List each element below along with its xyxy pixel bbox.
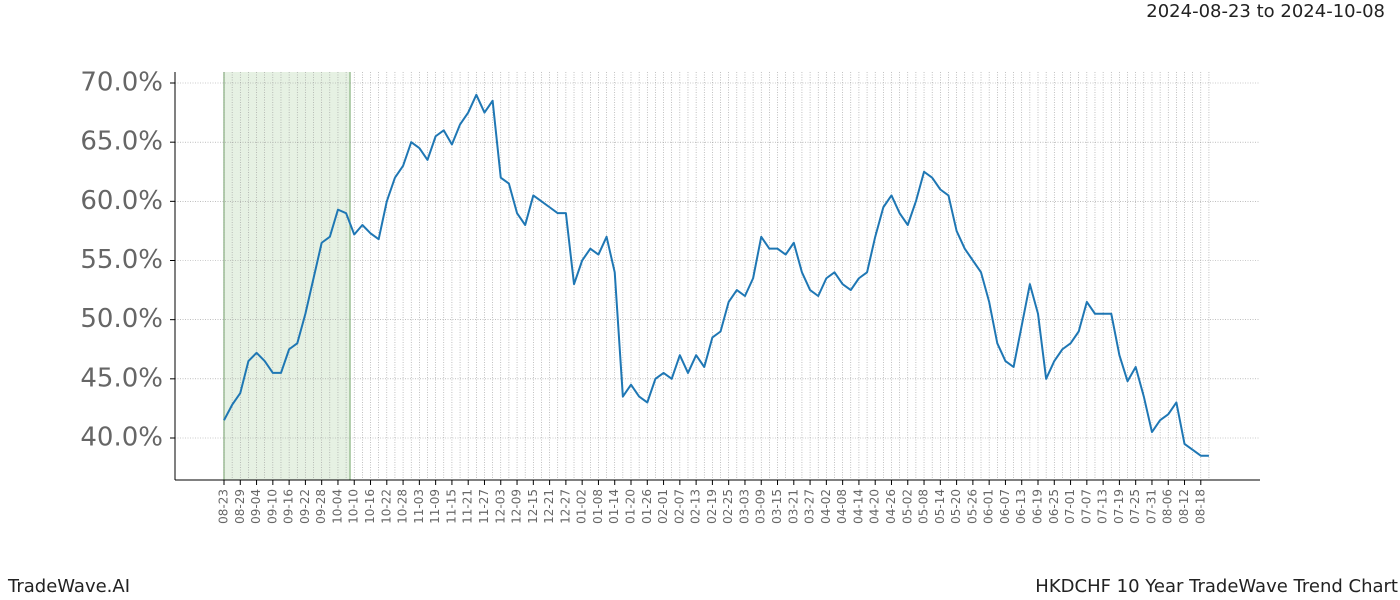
- x-tick-label: 03-09: [754, 489, 768, 524]
- y-tick-label: 70.0%: [80, 68, 163, 98]
- x-tick-label: 06-13: [1014, 489, 1028, 524]
- x-tick-label: 12-15: [526, 489, 540, 524]
- x-tick-label: 01-14: [607, 489, 621, 524]
- x-tick-label: 10-16: [363, 489, 377, 524]
- x-tick-label: 10-10: [347, 489, 361, 524]
- x-tick-label: 05-14: [933, 489, 947, 524]
- highlight-band: [224, 72, 350, 480]
- x-tick-label: 12-27: [558, 489, 572, 524]
- x-tick-label: 11-21: [461, 489, 475, 524]
- x-tick-label: 08-23: [217, 489, 231, 524]
- x-tick-label: 03-15: [770, 489, 784, 524]
- y-tick-label: 40.0%: [80, 422, 163, 452]
- x-tick-label: 08-06: [1161, 489, 1175, 524]
- x-tick-label: 05-02: [900, 489, 914, 524]
- x-tick-label: 12-21: [542, 489, 556, 524]
- x-tick-label: 12-03: [493, 489, 507, 524]
- x-tick-label: 06-07: [998, 489, 1012, 524]
- x-tick-label: 01-20: [624, 489, 638, 524]
- brand: TradeWave.AI: [7, 576, 130, 597]
- x-tick-label: 04-08: [835, 489, 849, 524]
- x-tick-label: 04-14: [851, 489, 865, 524]
- x-tick-label: 01-08: [591, 489, 605, 524]
- y-tick-label: 55.0%: [80, 245, 163, 275]
- x-tick-label: 09-16: [282, 489, 296, 524]
- x-tick-label: 04-02: [819, 489, 833, 524]
- x-tick-label: 02-07: [672, 489, 686, 524]
- x-tick-label: 07-25: [1128, 489, 1142, 524]
- y-tick-label: 60.0%: [80, 186, 163, 216]
- plot: [223, 93, 1209, 457]
- x-tick-label: 11-15: [444, 489, 458, 524]
- x-tick-label: 07-13: [1096, 489, 1110, 524]
- x-tick-label: 09-22: [298, 489, 312, 524]
- x-tick-label: 11-09: [428, 489, 442, 524]
- y-tick-label: 45.0%: [80, 363, 163, 393]
- x-tick-label: 02-25: [721, 489, 735, 524]
- x-tick-label: 04-20: [868, 489, 882, 524]
- x-tick-label: 10-22: [379, 489, 393, 524]
- x-tick-label: 06-01: [982, 489, 996, 524]
- x-tick-label: 04-26: [884, 489, 898, 524]
- x-tick-label: 11-03: [412, 489, 426, 524]
- x-tick-label: 09-04: [249, 489, 263, 524]
- x-tick-label: 11-27: [477, 489, 491, 524]
- x-tick-label: 03-03: [737, 489, 751, 524]
- x-tick-label: 05-26: [965, 489, 979, 524]
- x-tick-label: 08-18: [1193, 489, 1207, 524]
- chart-caption: HKDCHF 10 Year TradeWave Trend Chart: [1035, 576, 1398, 597]
- x-tick-label: 01-26: [640, 489, 654, 524]
- y-tick-label: 65.0%: [80, 127, 163, 157]
- x-tick-label: 12-09: [510, 489, 524, 524]
- x-tick-label: 05-08: [917, 489, 931, 524]
- x-tick-label: 10-28: [396, 489, 410, 524]
- date-range: 2024-08-23 to 2024-10-08: [1146, 1, 1385, 22]
- x-tick-label: 07-07: [1079, 489, 1093, 524]
- x-tick-label: 06-19: [1031, 489, 1045, 524]
- x-tick-label: 05-20: [949, 489, 963, 524]
- y-tick-label: 50.0%: [80, 304, 163, 334]
- grid: [175, 72, 1260, 480]
- x-tick-label: 03-21: [786, 489, 800, 524]
- x-tick-label: 07-01: [1063, 489, 1077, 524]
- x-tick-label: 01-02: [575, 489, 589, 524]
- x-tick-label: 09-10: [265, 489, 279, 524]
- x-tick-label: 07-31: [1144, 489, 1158, 524]
- x-tick-label: 03-27: [803, 489, 817, 524]
- x-tick-label: 10-04: [330, 489, 344, 524]
- x-tick-label: 02-01: [656, 489, 670, 524]
- x-tick-label: 07-19: [1112, 489, 1126, 524]
- x-tick-label: 09-28: [314, 489, 328, 524]
- series-line: [223, 93, 1209, 457]
- x-tick-label: 06-25: [1047, 489, 1061, 524]
- x-tick-label: 08-29: [233, 489, 247, 524]
- x-tick-label: 02-19: [705, 489, 719, 524]
- x-tick-label: 02-13: [689, 489, 703, 524]
- x-tick-label: 08-12: [1177, 489, 1191, 524]
